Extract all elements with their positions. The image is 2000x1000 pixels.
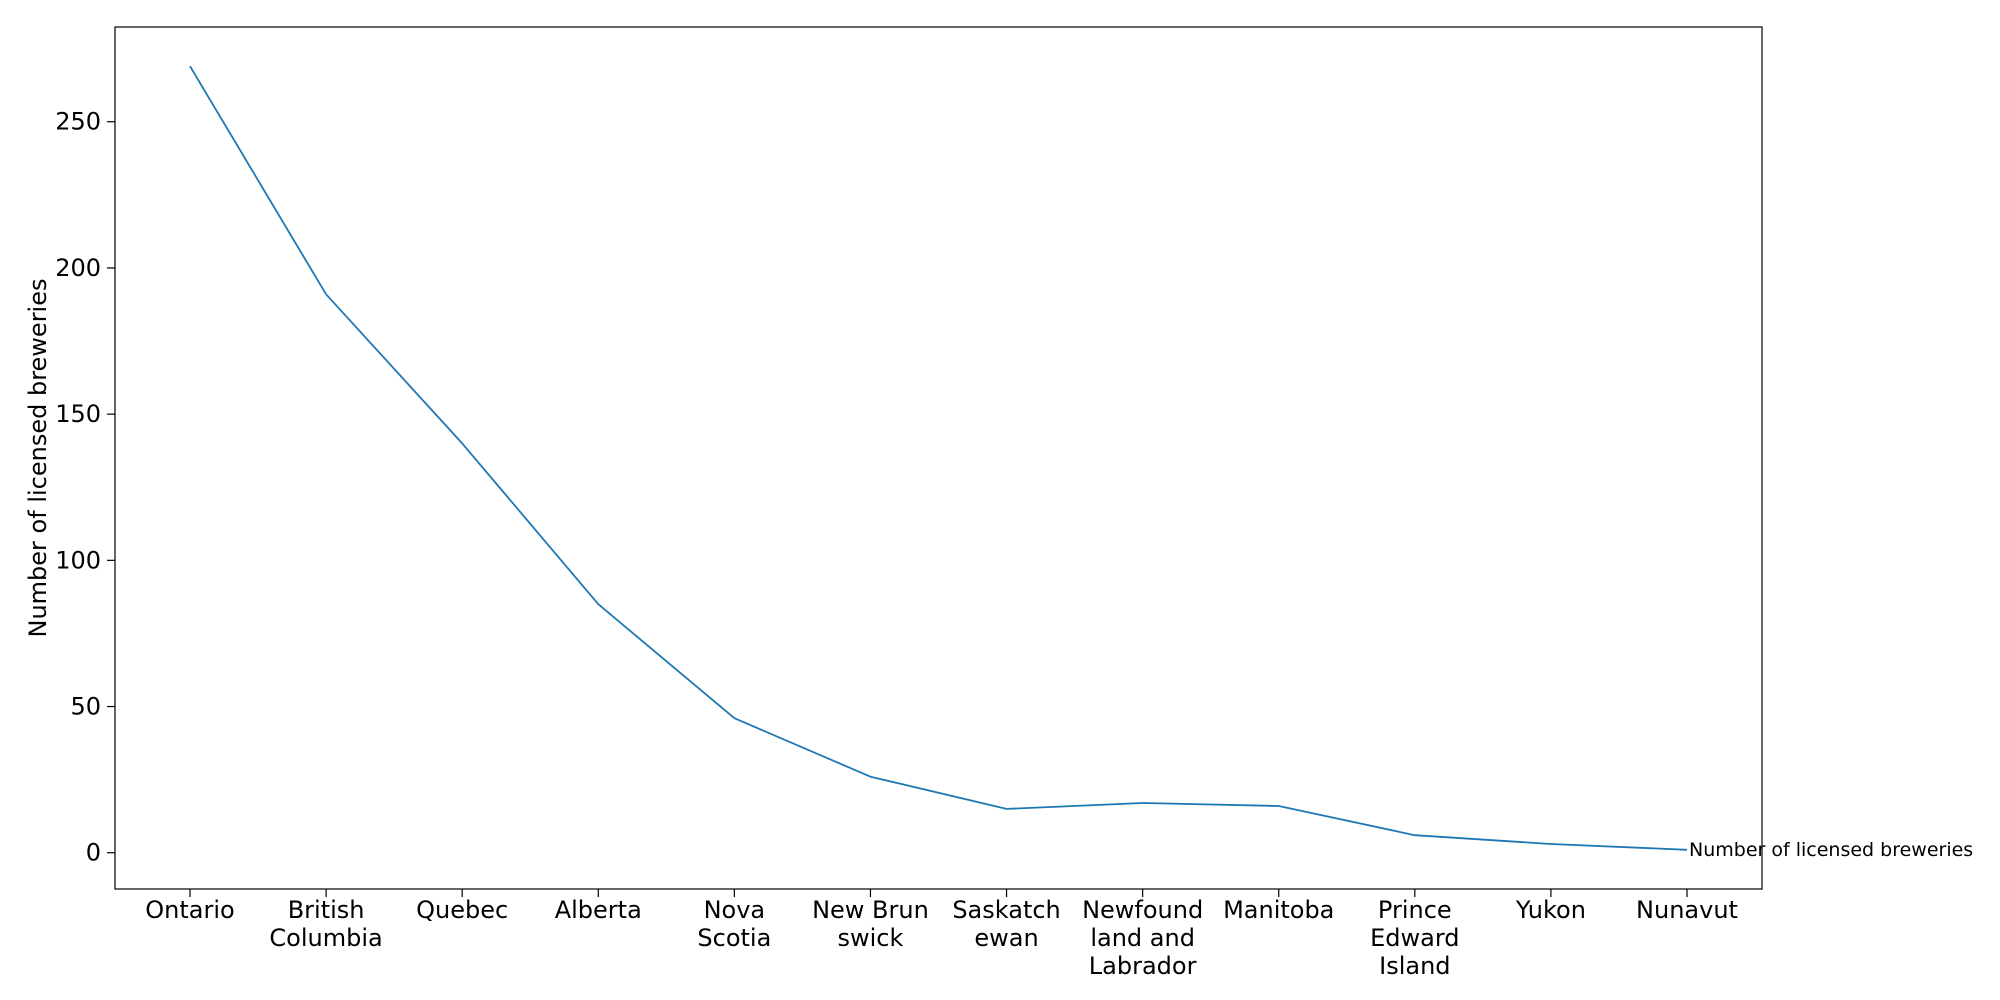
series-line (189, 65, 1688, 851)
y-tick-label: 100 (55, 546, 101, 574)
x-tick-label-line: Ontario (145, 896, 234, 924)
x-tick-label-line: Labrador (1089, 952, 1197, 980)
x-tick-label: Manitoba (1223, 896, 1334, 924)
x-tick-label-line: Prince (1378, 896, 1452, 924)
plot-area-frame (114, 26, 1763, 890)
x-tick-label-line: Quebec (416, 896, 508, 924)
x-tick-label-line: swick (838, 924, 904, 952)
x-tick-label-line: Yukon (1515, 896, 1586, 924)
x-tick-label-line: Edward (1370, 924, 1459, 952)
x-tick-label: Quebec (416, 896, 508, 924)
x-tick-label: New Brun swick (812, 896, 929, 952)
y-axis-label: Number of licensed breweries (24, 279, 52, 638)
x-tick-label: Saskatch ewan (952, 896, 1060, 952)
x-tick-label: Prince Edward Island (1370, 896, 1459, 980)
x-tick-label: Nova Scotia (697, 896, 771, 952)
x-tick-label-line: Columbia (269, 924, 382, 952)
x-tick-label: Ontario (145, 896, 234, 924)
x-tick-label-line: Newfound (1082, 896, 1203, 924)
y-tick-label: 50 (70, 693, 101, 721)
x-tick-label-line: Nova (704, 896, 766, 924)
x-tick-label: Alberta (555, 896, 642, 924)
x-tick-label: Newfound land and Labrador (1082, 896, 1203, 980)
x-tick-label-line: New Brun (812, 896, 929, 924)
x-tick-label: Nunavut (1636, 896, 1738, 924)
x-tick-label-line: Scotia (697, 924, 771, 952)
x-tick-label-line: Island (1379, 952, 1450, 980)
x-tick-label-line: British (288, 896, 365, 924)
x-tick-label-line: Manitoba (1223, 896, 1334, 924)
y-tick-label: 200 (55, 254, 101, 282)
x-tick-label-line: Nunavut (1636, 896, 1738, 924)
series-end-label: Number of licensed breweries (1689, 839, 1973, 861)
x-tick-label-line: Alberta (555, 896, 642, 924)
series-layer (189, 65, 1688, 851)
x-tick-label: Yukon (1515, 896, 1586, 924)
y-axis-ticks: 0 50 100 150 200 250 (55, 108, 115, 867)
y-tick-label: 0 (86, 839, 101, 867)
x-tick-label-line: Saskatch (952, 896, 1060, 924)
x-tick-label-line: ewan (974, 924, 1038, 952)
y-tick-label: 250 (55, 108, 101, 136)
x-tick-label: British Columbia (269, 896, 382, 952)
x-tick-label-line: land and (1090, 924, 1195, 952)
y-tick-label: 150 (55, 400, 101, 428)
